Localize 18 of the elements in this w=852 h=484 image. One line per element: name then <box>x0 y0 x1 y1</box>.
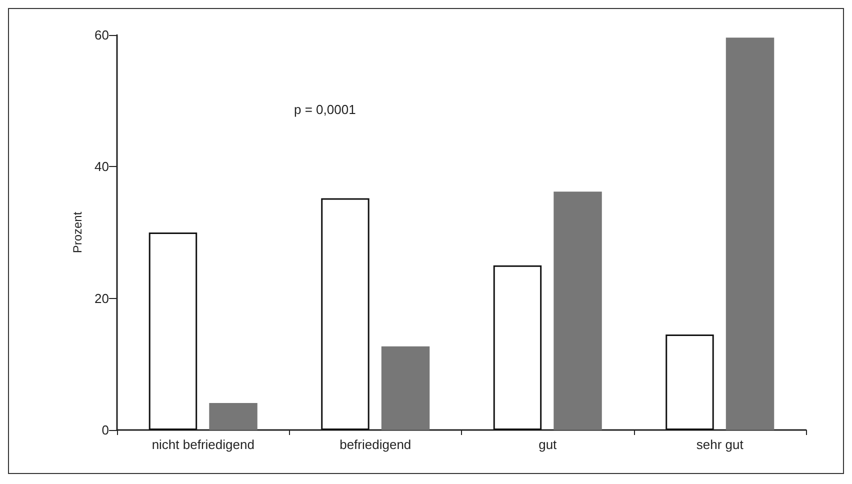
y-tick-label: 40 <box>94 159 109 174</box>
annotation: p = 0,0001 <box>294 102 356 117</box>
y-tick-label: 60 <box>94 28 109 42</box>
x-tick-label: befriedigend <box>340 437 412 452</box>
bar <box>554 192 602 430</box>
bar <box>209 403 258 430</box>
y-tick-label: 0 <box>102 422 109 438</box>
bar <box>666 334 714 430</box>
bar <box>321 198 370 430</box>
y-axis-title: Prozent <box>70 211 85 254</box>
x-tick-label: gut <box>538 437 558 452</box>
bar <box>493 265 542 430</box>
y-tick-label: 20 <box>94 290 109 306</box>
x-tick-label: sehr gut <box>696 437 744 452</box>
bar <box>381 346 430 430</box>
x-tick-label: nicht befriedigend <box>152 437 254 452</box>
bar <box>726 38 774 430</box>
bar <box>148 232 198 430</box>
